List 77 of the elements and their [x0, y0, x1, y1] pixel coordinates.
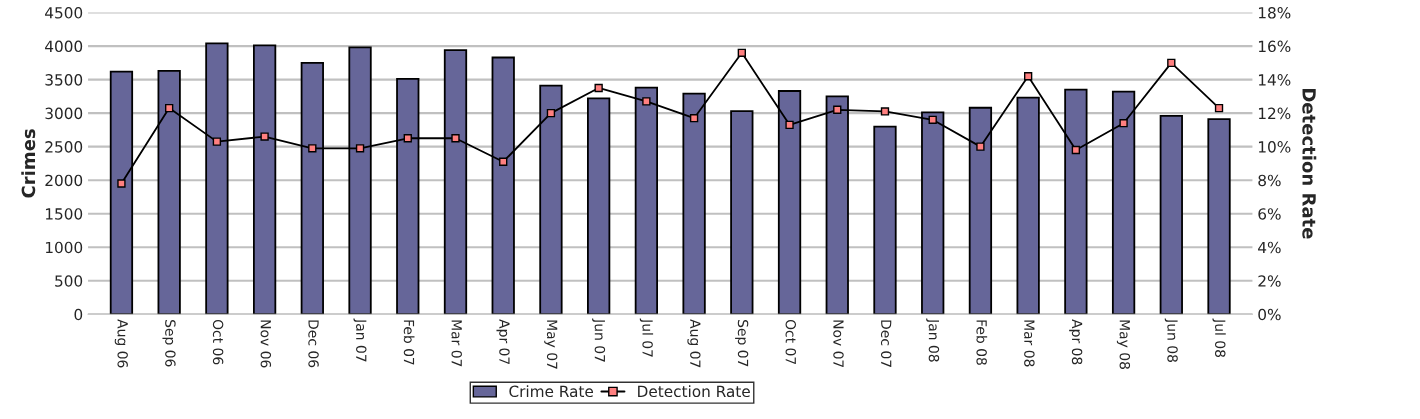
point: [1214, 103, 1224, 113]
y2-tick-label: 0%: [1258, 308, 1281, 321]
legend-label: Detection Rate: [638, 385, 750, 398]
x-tick-label: Aug 07: [687, 319, 701, 368]
x-tick-label: Aug 06: [114, 319, 128, 368]
point: [1119, 119, 1128, 128]
point: [212, 137, 222, 146]
x-tick-label: May 08: [1116, 320, 1131, 369]
y-tick-label: 2000: [45, 174, 83, 187]
point: [976, 142, 985, 151]
y-tick-label: 4500: [45, 7, 83, 19]
point: [451, 134, 460, 143]
legend-label: Crime Rate: [509, 385, 594, 398]
y-tick-label: 2500: [45, 141, 83, 153]
x-tick-label: Jun 08: [1164, 318, 1178, 362]
point: [1023, 72, 1033, 81]
y2-axis-title: Detection Rate: [1302, 89, 1317, 239]
x-tick-label: Dec 07: [880, 320, 892, 367]
point: [642, 97, 651, 106]
bar: [873, 125, 897, 315]
x-tick-label: Jul 07: [639, 318, 654, 357]
x-tick-label: May 07: [544, 320, 558, 369]
x-tick-label: Sep 07: [735, 320, 749, 367]
y2-tick-label: 12%: [1258, 107, 1291, 120]
point: [880, 107, 890, 116]
point: [546, 108, 556, 118]
point: [1071, 145, 1081, 155]
x-tick-label: Apr 08: [1069, 319, 1083, 365]
y2-tick-label: 10%: [1258, 141, 1291, 153]
y-tick-label: 500: [55, 275, 83, 287]
x-tick-label: Jan 07: [353, 318, 367, 362]
point: [164, 103, 174, 113]
point: [308, 144, 317, 153]
x-tick-label: Feb 08: [976, 320, 988, 365]
x-tick-label: Oct 06: [212, 319, 224, 365]
y-tick-label: 1000: [45, 241, 83, 254]
y2-tick-label: 16%: [1258, 40, 1291, 53]
point: [260, 132, 269, 141]
point: [737, 48, 746, 57]
y-tick-label: 3500: [45, 74, 83, 86]
x-tick-label: Oct 07: [785, 319, 797, 365]
x-tick-label: Jan 08: [926, 318, 940, 362]
point: [355, 144, 365, 153]
bar: [730, 110, 754, 315]
y-axis-title: Crimes: [21, 129, 36, 198]
point: [403, 134, 412, 143]
y-tick-label: 1500: [45, 208, 83, 220]
x-tick-label: Sep 06: [162, 320, 176, 367]
y2-tick-label: 2%: [1258, 275, 1281, 287]
x-tick-label: Nov 07: [833, 320, 844, 368]
y-tick-label: 0: [74, 308, 83, 321]
y2-tick-label: 8%: [1258, 174, 1281, 187]
y2-tick-label: 18%: [1258, 7, 1291, 19]
y2-tick-label: 4%: [1258, 241, 1281, 254]
bar: [1207, 118, 1231, 315]
x-tick-label: Apr 07: [496, 319, 510, 365]
x-tick-label: Dec 06: [308, 320, 319, 368]
bar: [1159, 114, 1183, 315]
point: [928, 115, 937, 125]
point: [833, 105, 842, 114]
point: [117, 179, 126, 188]
x-tick-label: Nov 06: [260, 320, 272, 368]
y-tick-label: 4000: [45, 40, 83, 53]
point: [1167, 58, 1176, 68]
x-tick-label: Feb 07: [403, 320, 415, 365]
y2-tick-label: 6%: [1258, 208, 1281, 220]
point: [785, 120, 794, 130]
point: [594, 83, 603, 93]
x-tick-label: Jul 08: [1212, 318, 1226, 358]
point: [499, 157, 508, 166]
y-tick-label: 3000: [45, 107, 83, 120]
bar: [587, 97, 611, 315]
x-tick-label: Mar 08: [1024, 320, 1035, 367]
y2-tick-label: 14%: [1258, 74, 1291, 86]
x-tick-label: Jun 07: [592, 318, 606, 362]
x-tick-label: Mar 07: [451, 320, 462, 367]
point: [689, 113, 699, 123]
